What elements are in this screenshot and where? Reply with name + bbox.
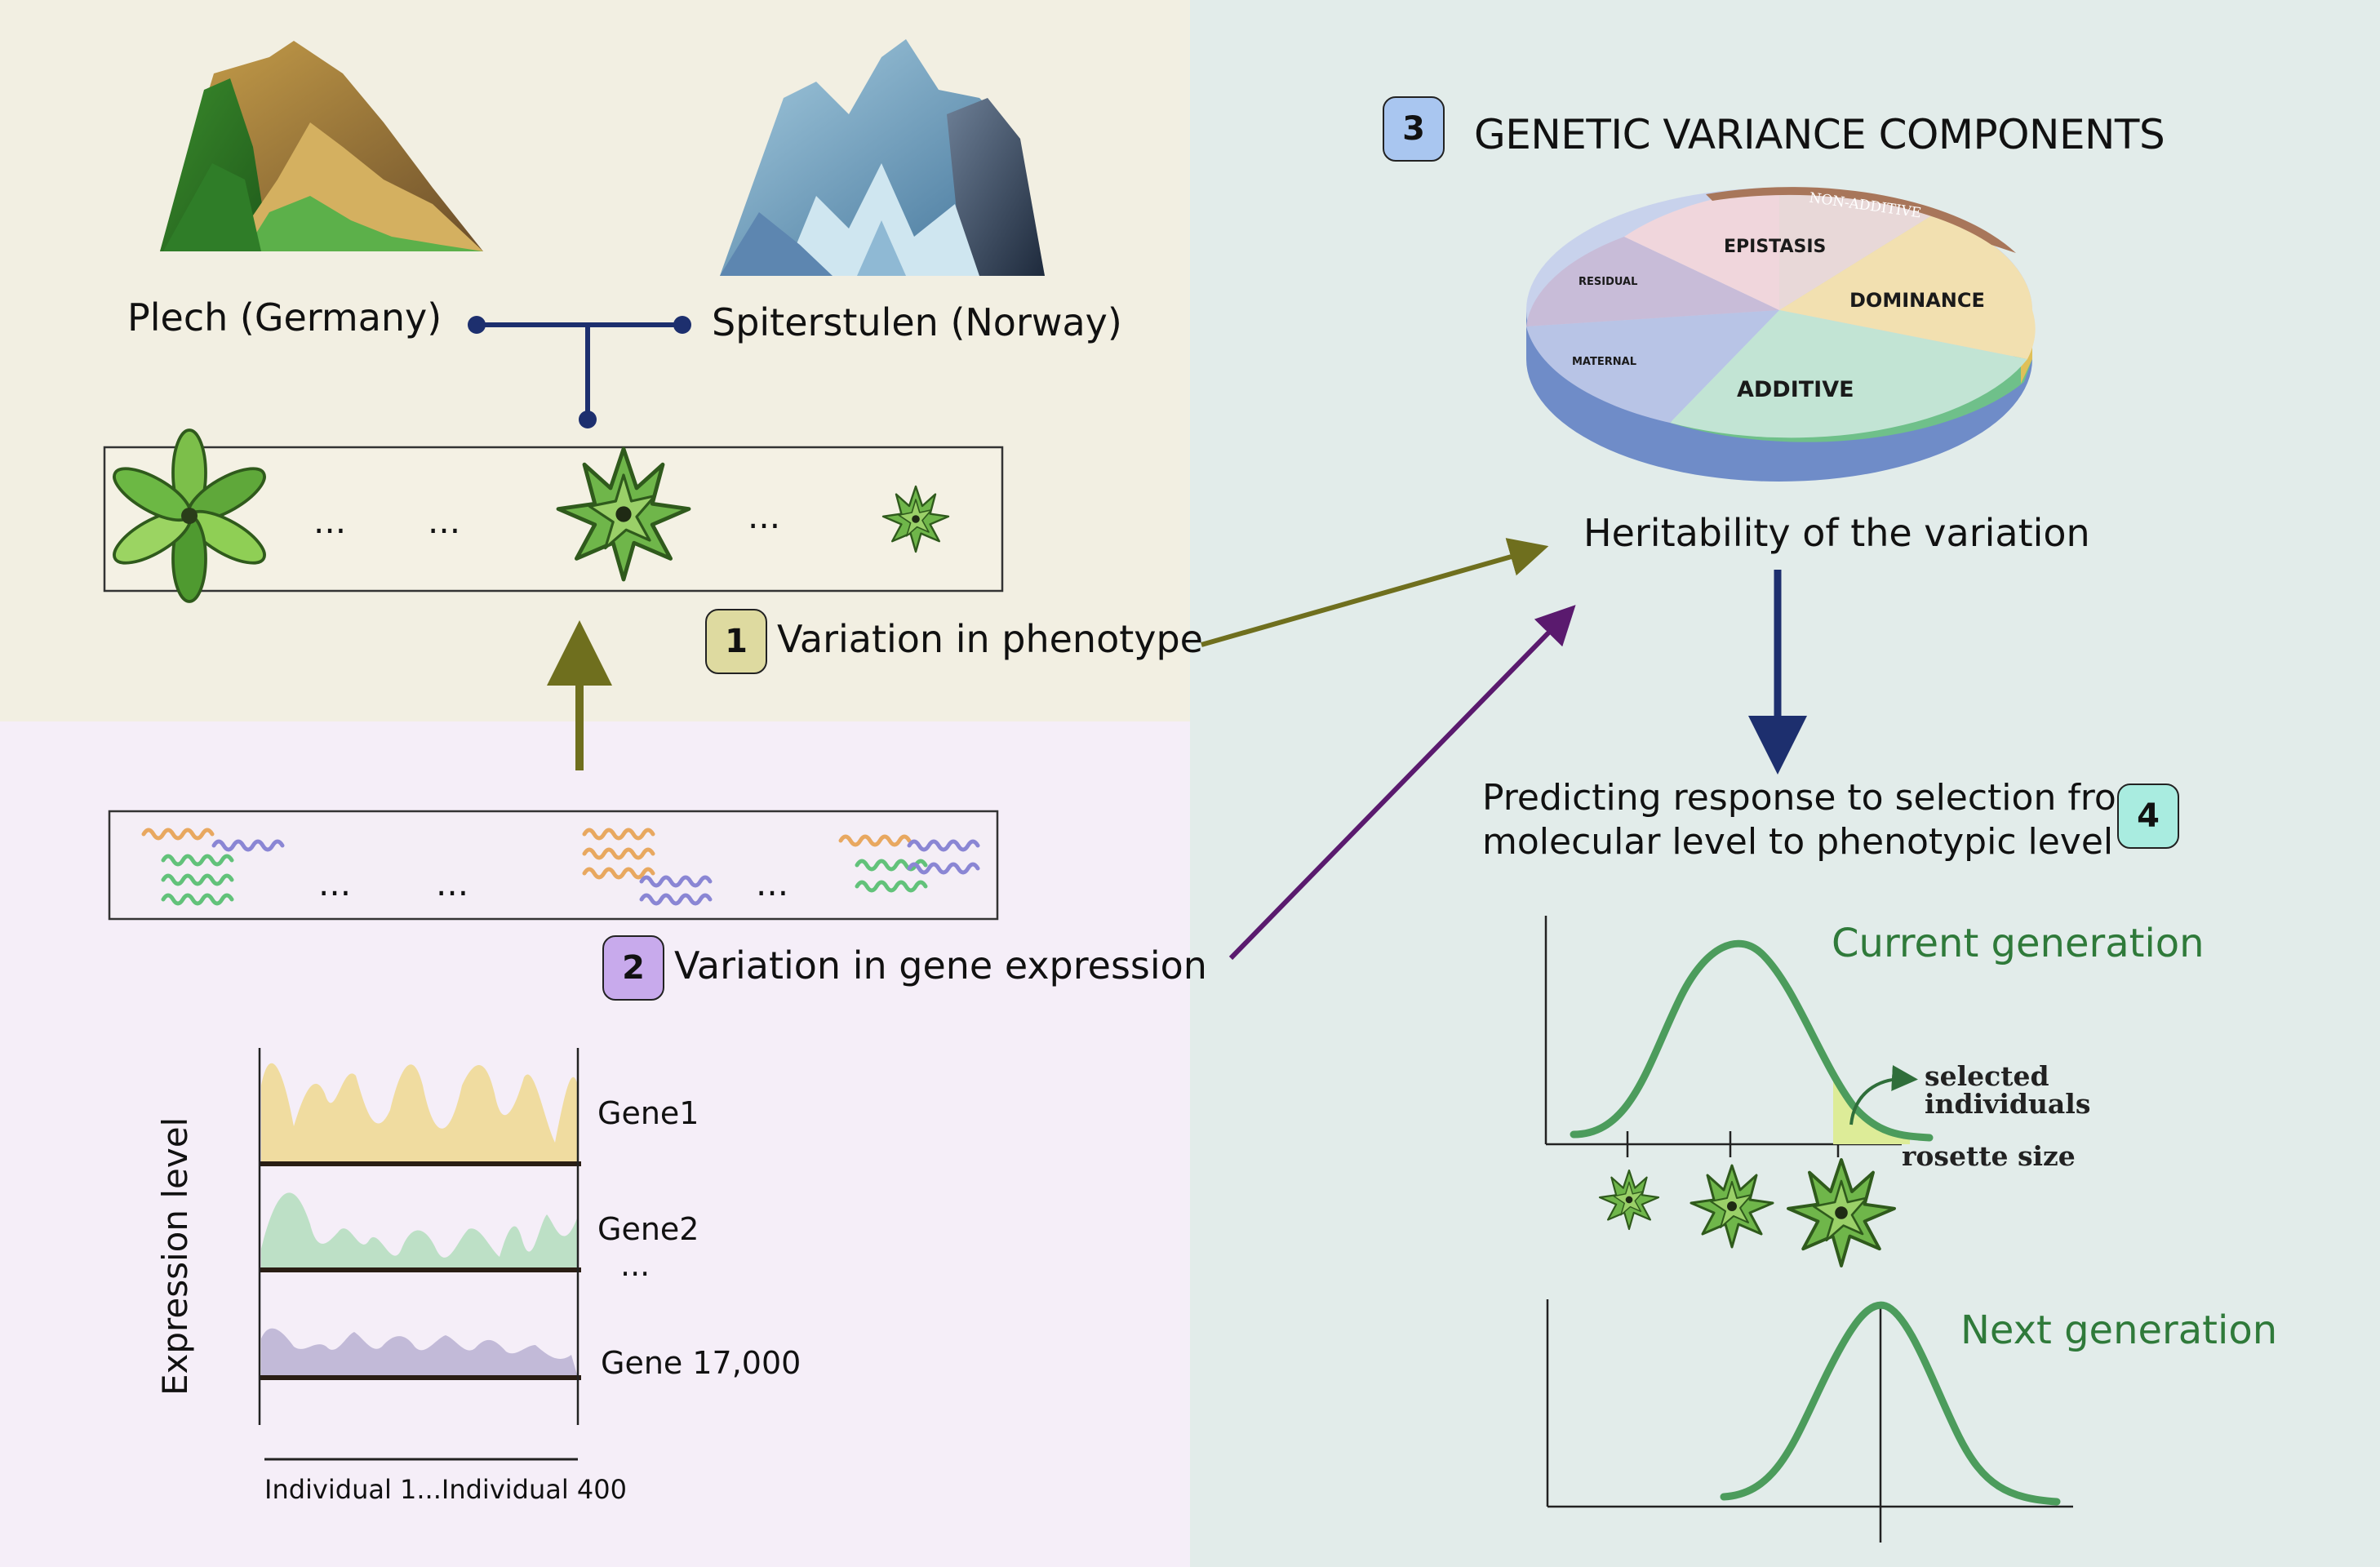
pie-label-maternal: MATERNAL bbox=[1572, 356, 1636, 368]
pie-label-epistasis: EPISTASIS bbox=[1724, 237, 1827, 257]
arrow-phenotype-to-heritability bbox=[1201, 538, 1549, 647]
plant-large-icon bbox=[1787, 1158, 1896, 1267]
step-4-line-1: Predicting response to selection from bbox=[1482, 777, 2119, 819]
gene-1-label: Gene1 bbox=[597, 1095, 699, 1131]
expression-xlabel: Individual 1...Individual 400 bbox=[264, 1474, 627, 1505]
phenotype-ellipsis-1: ... bbox=[313, 501, 347, 541]
step-1-label: Variation in phenotype bbox=[777, 617, 1203, 661]
population-germany-label: Plech (Germany) bbox=[127, 295, 442, 340]
pie-label-dominance: DOMINANCE bbox=[1849, 289, 1985, 312]
plant-small-icon bbox=[1598, 1169, 1660, 1231]
phenotype-box bbox=[103, 446, 1004, 593]
selected-label-line-1: selected bbox=[1925, 1060, 2049, 1092]
gene-ellipsis-1: ... bbox=[318, 863, 352, 903]
plant-medium-icon bbox=[1690, 1164, 1774, 1249]
selected-label-line-2: individuals bbox=[1925, 1088, 2091, 1120]
step-2-label: Variation in gene expression bbox=[674, 943, 1207, 988]
variance-pie-chart bbox=[1526, 187, 2036, 482]
phenotype-ellipsis-3: ... bbox=[748, 496, 781, 536]
expression-ylabel: Expression level bbox=[155, 1116, 195, 1396]
gene-ellipsis-3: ... bbox=[756, 863, 789, 903]
gene-ellipsis-2: ... bbox=[436, 863, 469, 903]
step-4-line-2: molecular level to phenotypic level bbox=[1482, 821, 2114, 863]
pie-label-residual: RESIDUAL bbox=[1579, 276, 1638, 288]
pie-label-additive: ADDITIVE bbox=[1737, 377, 1854, 402]
step-2-badge: 2 bbox=[602, 935, 664, 1001]
step-3-title: GENETIC VARIANCE COMPONENTS bbox=[1474, 111, 2165, 158]
gene-2-label: Gene2 bbox=[597, 1211, 699, 1247]
gene-17000-label: Gene 17,000 bbox=[601, 1345, 801, 1381]
gene-box bbox=[108, 810, 999, 921]
cross-connector bbox=[468, 316, 691, 428]
current-generation-plot bbox=[1544, 916, 1934, 1157]
step-3-badge: 3 bbox=[1383, 96, 1445, 162]
next-generation-title: Next generation bbox=[1960, 1307, 2278, 1353]
population-norway-label: Spiterstulen (Norway) bbox=[712, 300, 1122, 344]
current-generation-title: Current generation bbox=[1832, 921, 2205, 966]
gene-ellipsis: ... bbox=[620, 1247, 651, 1283]
mountain-norway-icon bbox=[720, 39, 1045, 276]
rosette-size-label: rosette size bbox=[1902, 1140, 2076, 1172]
mountain-germany-icon bbox=[160, 41, 483, 251]
next-generation-plot bbox=[1546, 1299, 2073, 1543]
heritability-label: Heritability of the variation bbox=[1583, 511, 2090, 555]
step-4-badge: 4 bbox=[2117, 784, 2179, 849]
step-1-badge: 1 bbox=[705, 609, 767, 674]
arrow-expression-to-heritability bbox=[1228, 605, 1576, 961]
expression-chart bbox=[258, 1048, 581, 1461]
phenotype-ellipsis-2: ... bbox=[428, 501, 461, 541]
